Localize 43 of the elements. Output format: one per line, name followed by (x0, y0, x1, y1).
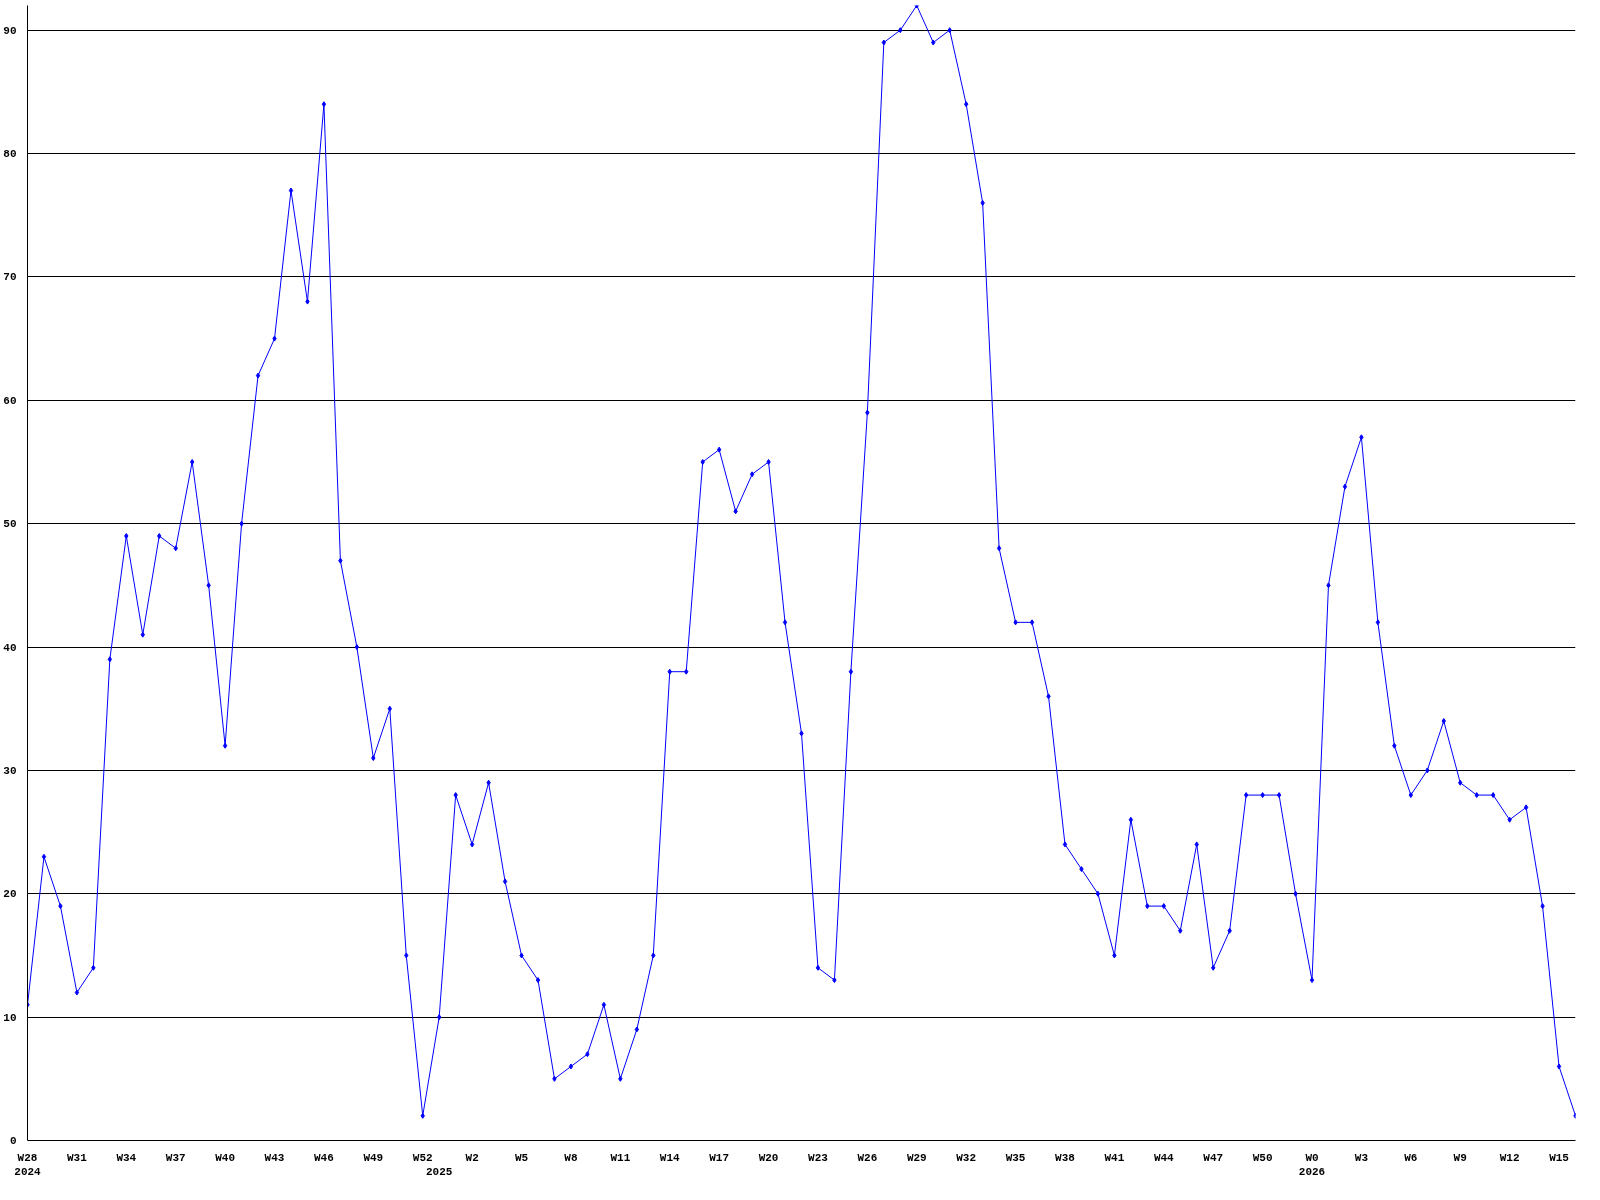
x-tick-label: 2025 (426, 1165, 453, 1178)
x-tick-label: W23 (808, 1151, 829, 1164)
x-tick-label: W37 (165, 1151, 186, 1164)
x-tick-label: W35 (1005, 1151, 1026, 1164)
x-tick-label: W26 (857, 1151, 878, 1164)
x-tick-label: W9 (1453, 1151, 1467, 1164)
x-tick-label: W40 (215, 1151, 236, 1164)
x-tick-label: W47 (1203, 1151, 1224, 1164)
x-tick-label: W46 (314, 1151, 334, 1164)
y-tick-label: 50 (3, 518, 17, 531)
x-tick-label: W14 (659, 1151, 681, 1164)
x-tick-label: W17 (709, 1151, 730, 1164)
x-tick-label: W8 (564, 1151, 578, 1164)
x-tick-label: W49 (363, 1151, 384, 1164)
x-tick-label: W2 (465, 1151, 479, 1164)
x-tick-label: W28 2024 (14, 1151, 42, 1178)
x-tick-label: W34 (116, 1151, 137, 1164)
x-tick-label: W3 (1354, 1151, 1369, 1164)
x-tick-label: W41 (1104, 1151, 1125, 1164)
x-tick-label: W20 (758, 1151, 779, 1164)
x-tick-label: W15 (1549, 1151, 1570, 1164)
x-tick-label: W50 (1252, 1151, 1273, 1164)
x-tick-label: W11 (610, 1151, 631, 1164)
x-tick-label: W6 (1404, 1151, 1418, 1164)
x-tick-label: W31 (67, 1151, 88, 1164)
x-tick-label: W12 (1499, 1151, 1520, 1164)
y-tick-label: 40 (3, 641, 17, 654)
x-tick-label: W0 2026 (1298, 1151, 1326, 1178)
x-tick-label: W5 (514, 1151, 529, 1164)
y-tick-label: 90 (3, 24, 17, 37)
y-tick-label: 20 (3, 888, 17, 901)
y-tick-label: 80 (3, 148, 17, 161)
y-tick-label: 60 (3, 394, 17, 407)
y-tick-label: 10 (3, 1011, 17, 1024)
y-tick-label: 70 (3, 271, 17, 284)
x-tick-label: W44 (1153, 1151, 1175, 1164)
x-tick-label: W43 (264, 1151, 285, 1164)
x-tick-label: W32 (956, 1151, 977, 1164)
x-tick-label: W29 (906, 1151, 927, 1164)
x-tick-label: W52 (412, 1151, 433, 1164)
y-tick-label: 30 (3, 764, 17, 777)
x-tick-label: W38 (1055, 1151, 1076, 1164)
y-tick-label: 0 (9, 1135, 17, 1147)
